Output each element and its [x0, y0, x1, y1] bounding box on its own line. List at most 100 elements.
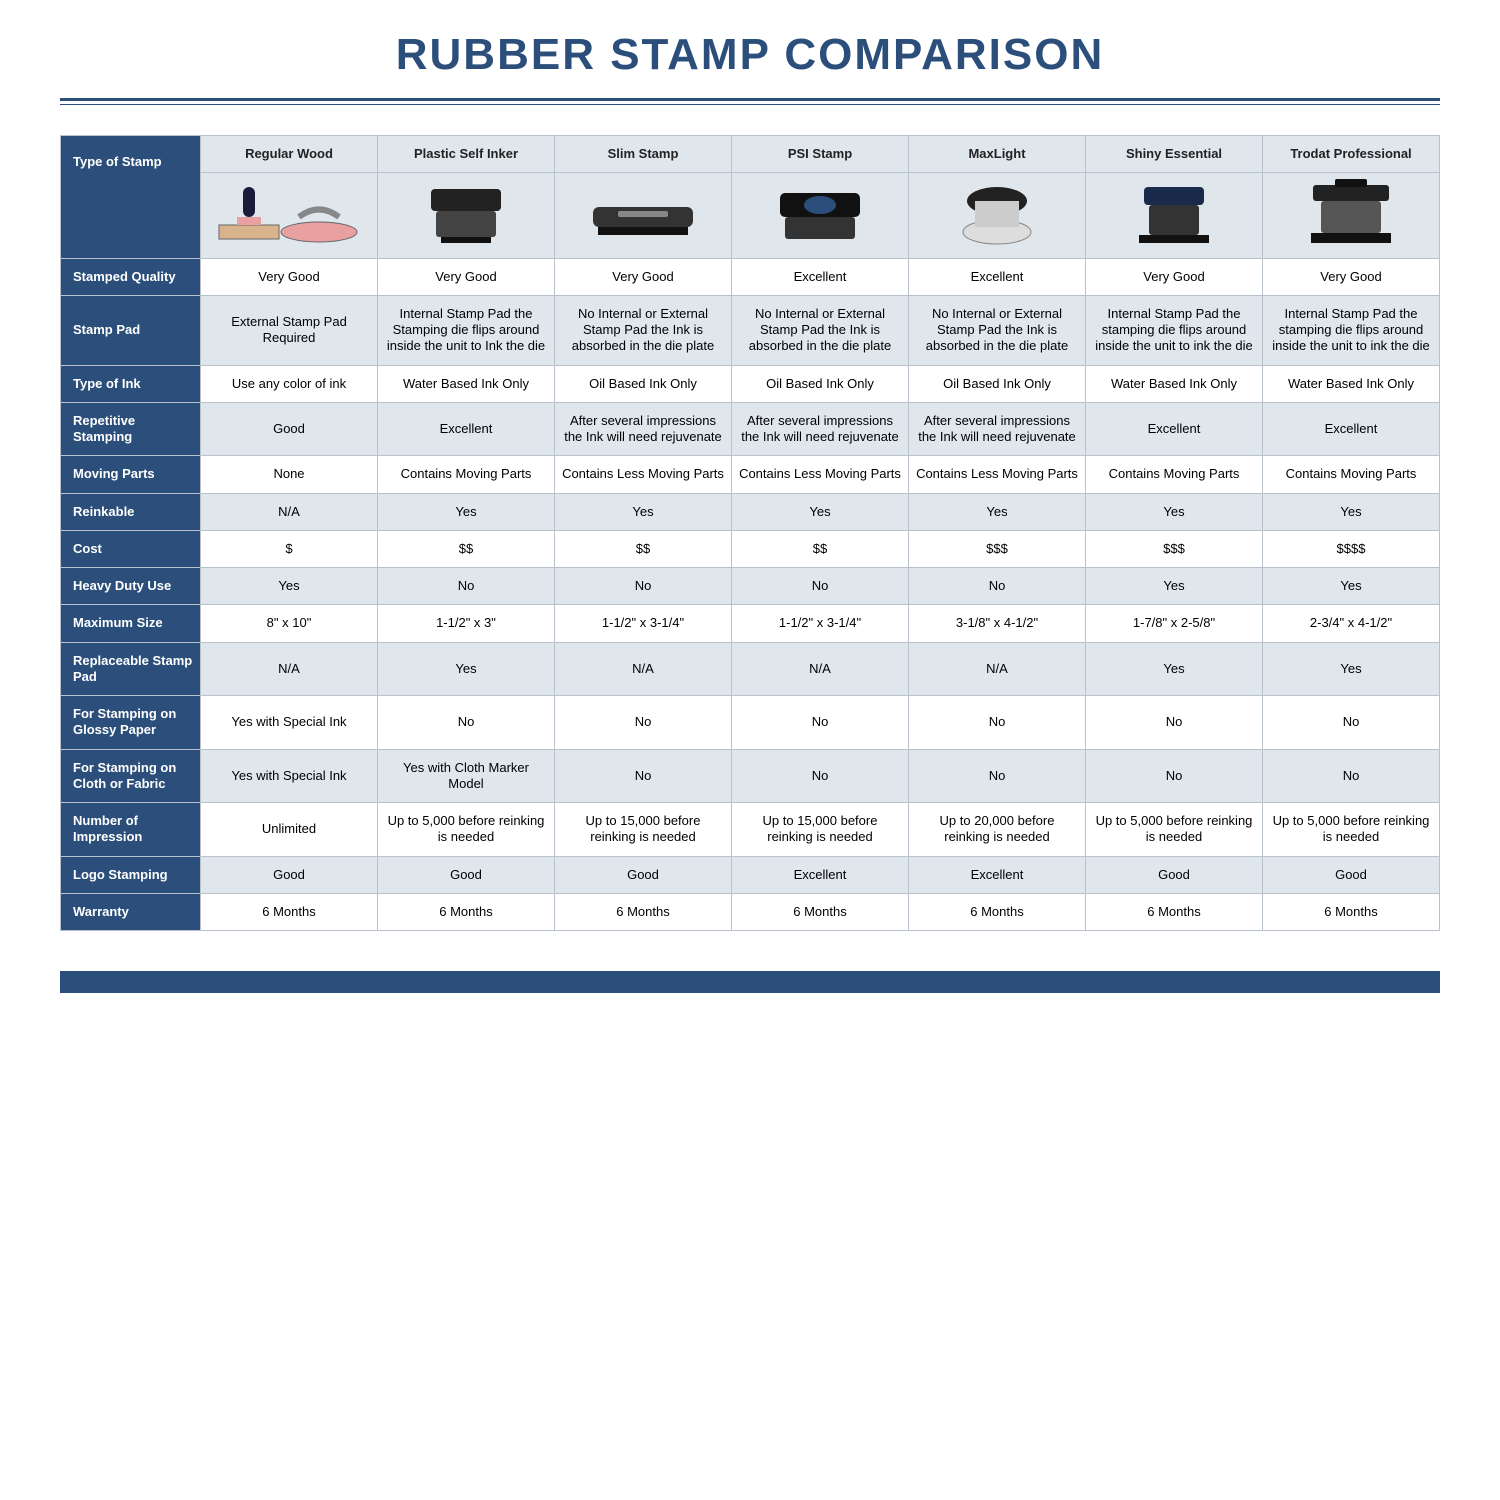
table-cell: Very Good: [1263, 258, 1440, 295]
table-cell: No: [732, 749, 909, 803]
table-cell: No: [732, 696, 909, 750]
table-row: Type of InkUse any color of inkWater Bas…: [61, 365, 1440, 402]
table-cell: No: [378, 568, 555, 605]
table-cell: 2-3/4" x 4-1/2": [1263, 605, 1440, 642]
maxlight-stamp-icon: [913, 177, 1081, 249]
table-cell: Contains Less Moving Parts: [909, 456, 1086, 493]
footer-bar: [60, 971, 1440, 993]
table-cell: No: [909, 568, 1086, 605]
table-cell: Yes: [378, 493, 555, 530]
table-cell: Water Based Ink Only: [378, 365, 555, 402]
table-cell: Up to 5,000 before reinking is needed: [378, 803, 555, 857]
table-cell: No: [1263, 749, 1440, 803]
table-row: Replaceable Stamp PadN/AYesN/AN/AN/AYesY…: [61, 642, 1440, 696]
stamp-image-slim: [555, 173, 732, 258]
table-cell: No: [555, 568, 732, 605]
table-cell: Very Good: [1086, 258, 1263, 295]
table-body: Stamped QualityVery GoodVery GoodVery Go…: [61, 258, 1440, 931]
table-cell: After several impressions the Ink will n…: [909, 402, 1086, 456]
table-cell: Excellent: [909, 258, 1086, 295]
col-header: Slim Stamp: [555, 136, 732, 173]
comparison-table: Type of Stamp Regular Wood Plastic Self …: [60, 135, 1440, 931]
table-cell: None: [201, 456, 378, 493]
row-label: Reinkable: [61, 493, 201, 530]
table-cell: 1-1/2" x 3": [378, 605, 555, 642]
table-row: Moving PartsNoneContains Moving PartsCon…: [61, 456, 1440, 493]
table-cell: Internal Stamp Pad the Stamping die flip…: [378, 295, 555, 365]
table-row: Maximum Size8" x 10"1-1/2" x 3"1-1/2" x …: [61, 605, 1440, 642]
table-cell: External Stamp Pad Required: [201, 295, 378, 365]
table-header-row: Type of Stamp Regular Wood Plastic Self …: [61, 136, 1440, 173]
title-rule-thick: [60, 98, 1440, 101]
table-cell: Yes: [378, 642, 555, 696]
row-label: Cost: [61, 530, 201, 567]
table-row: For Stamping on Cloth or FabricYes with …: [61, 749, 1440, 803]
table-cell: Unlimited: [201, 803, 378, 857]
row-label: Stamp Pad: [61, 295, 201, 365]
table-cell: Excellent: [732, 258, 909, 295]
table-cell: Very Good: [378, 258, 555, 295]
table-cell: Yes with Cloth Marker Model: [378, 749, 555, 803]
table-cell: Yes with Special Ink: [201, 749, 378, 803]
table-row: ReinkableN/AYesYesYesYesYesYes: [61, 493, 1440, 530]
table-row: Repetitive StampingGoodExcellentAfter se…: [61, 402, 1440, 456]
table-cell: Oil Based Ink Only: [732, 365, 909, 402]
page: RUBBER STAMP COMPARISON Type of Stamp Re…: [0, 0, 1500, 993]
table-cell: N/A: [732, 642, 909, 696]
table-cell: Yes: [1086, 642, 1263, 696]
table-cell: Up to 5,000 before reinking is needed: [1086, 803, 1263, 857]
table-cell: 6 Months: [555, 893, 732, 930]
stamp-image-shiny: [1086, 173, 1263, 258]
table-cell: Excellent: [378, 402, 555, 456]
table-cell: Yes: [1263, 568, 1440, 605]
row-label: Stamped Quality: [61, 258, 201, 295]
table-cell: $$: [732, 530, 909, 567]
stamp-image-plastic-self-inker: [378, 173, 555, 258]
table-cell: Contains Moving Parts: [378, 456, 555, 493]
table-cell: 1-7/8" x 2-5/8": [1086, 605, 1263, 642]
table-cell: Yes: [555, 493, 732, 530]
table-cell: Good: [378, 856, 555, 893]
table-cell: $$$: [1086, 530, 1263, 567]
table-cell: Use any color of ink: [201, 365, 378, 402]
corner-label: Type of Stamp: [61, 136, 201, 259]
table-cell: $$: [555, 530, 732, 567]
row-label: Heavy Duty Use: [61, 568, 201, 605]
table-cell: After several impressions the Ink will n…: [555, 402, 732, 456]
stamp-image-trodat: [1263, 173, 1440, 258]
table-cell: 1-1/2" x 3-1/4": [732, 605, 909, 642]
table-cell: Yes: [1086, 493, 1263, 530]
table-cell: Good: [1263, 856, 1440, 893]
shiny-stamp-icon: [1090, 177, 1258, 249]
table-cell: Up to 15,000 before reinking is needed: [555, 803, 732, 857]
row-label: Warranty: [61, 893, 201, 930]
table-cell: Good: [1086, 856, 1263, 893]
table-cell: 1-1/2" x 3-1/4": [555, 605, 732, 642]
table-cell: Yes: [732, 493, 909, 530]
table-cell: Yes: [909, 493, 1086, 530]
col-header: MaxLight: [909, 136, 1086, 173]
table-cell: Water Based Ink Only: [1263, 365, 1440, 402]
table-cell: Excellent: [1263, 402, 1440, 456]
table-cell: No Internal or External Stamp Pad the In…: [555, 295, 732, 365]
table-cell: N/A: [201, 642, 378, 696]
table-cell: 6 Months: [909, 893, 1086, 930]
table-cell: N/A: [909, 642, 1086, 696]
row-label: Repetitive Stamping: [61, 402, 201, 456]
table-cell: Yes: [1086, 568, 1263, 605]
table-cell: No: [909, 749, 1086, 803]
table-cell: $$$: [909, 530, 1086, 567]
table-cell: No: [555, 749, 732, 803]
table-cell: No: [1263, 696, 1440, 750]
row-label: For Stamping on Cloth or Fabric: [61, 749, 201, 803]
col-header: Regular Wood: [201, 136, 378, 173]
row-label: For Stamping on Glossy Paper: [61, 696, 201, 750]
table-cell: Contains Less Moving Parts: [732, 456, 909, 493]
table-cell: N/A: [201, 493, 378, 530]
table-cell: Good: [555, 856, 732, 893]
table-cell: 6 Months: [1263, 893, 1440, 930]
table-cell: No: [1086, 696, 1263, 750]
table-row: For Stamping on Glossy PaperYes with Spe…: [61, 696, 1440, 750]
table-container: Type of Stamp Regular Wood Plastic Self …: [0, 105, 1500, 971]
table-cell: Yes: [1263, 493, 1440, 530]
